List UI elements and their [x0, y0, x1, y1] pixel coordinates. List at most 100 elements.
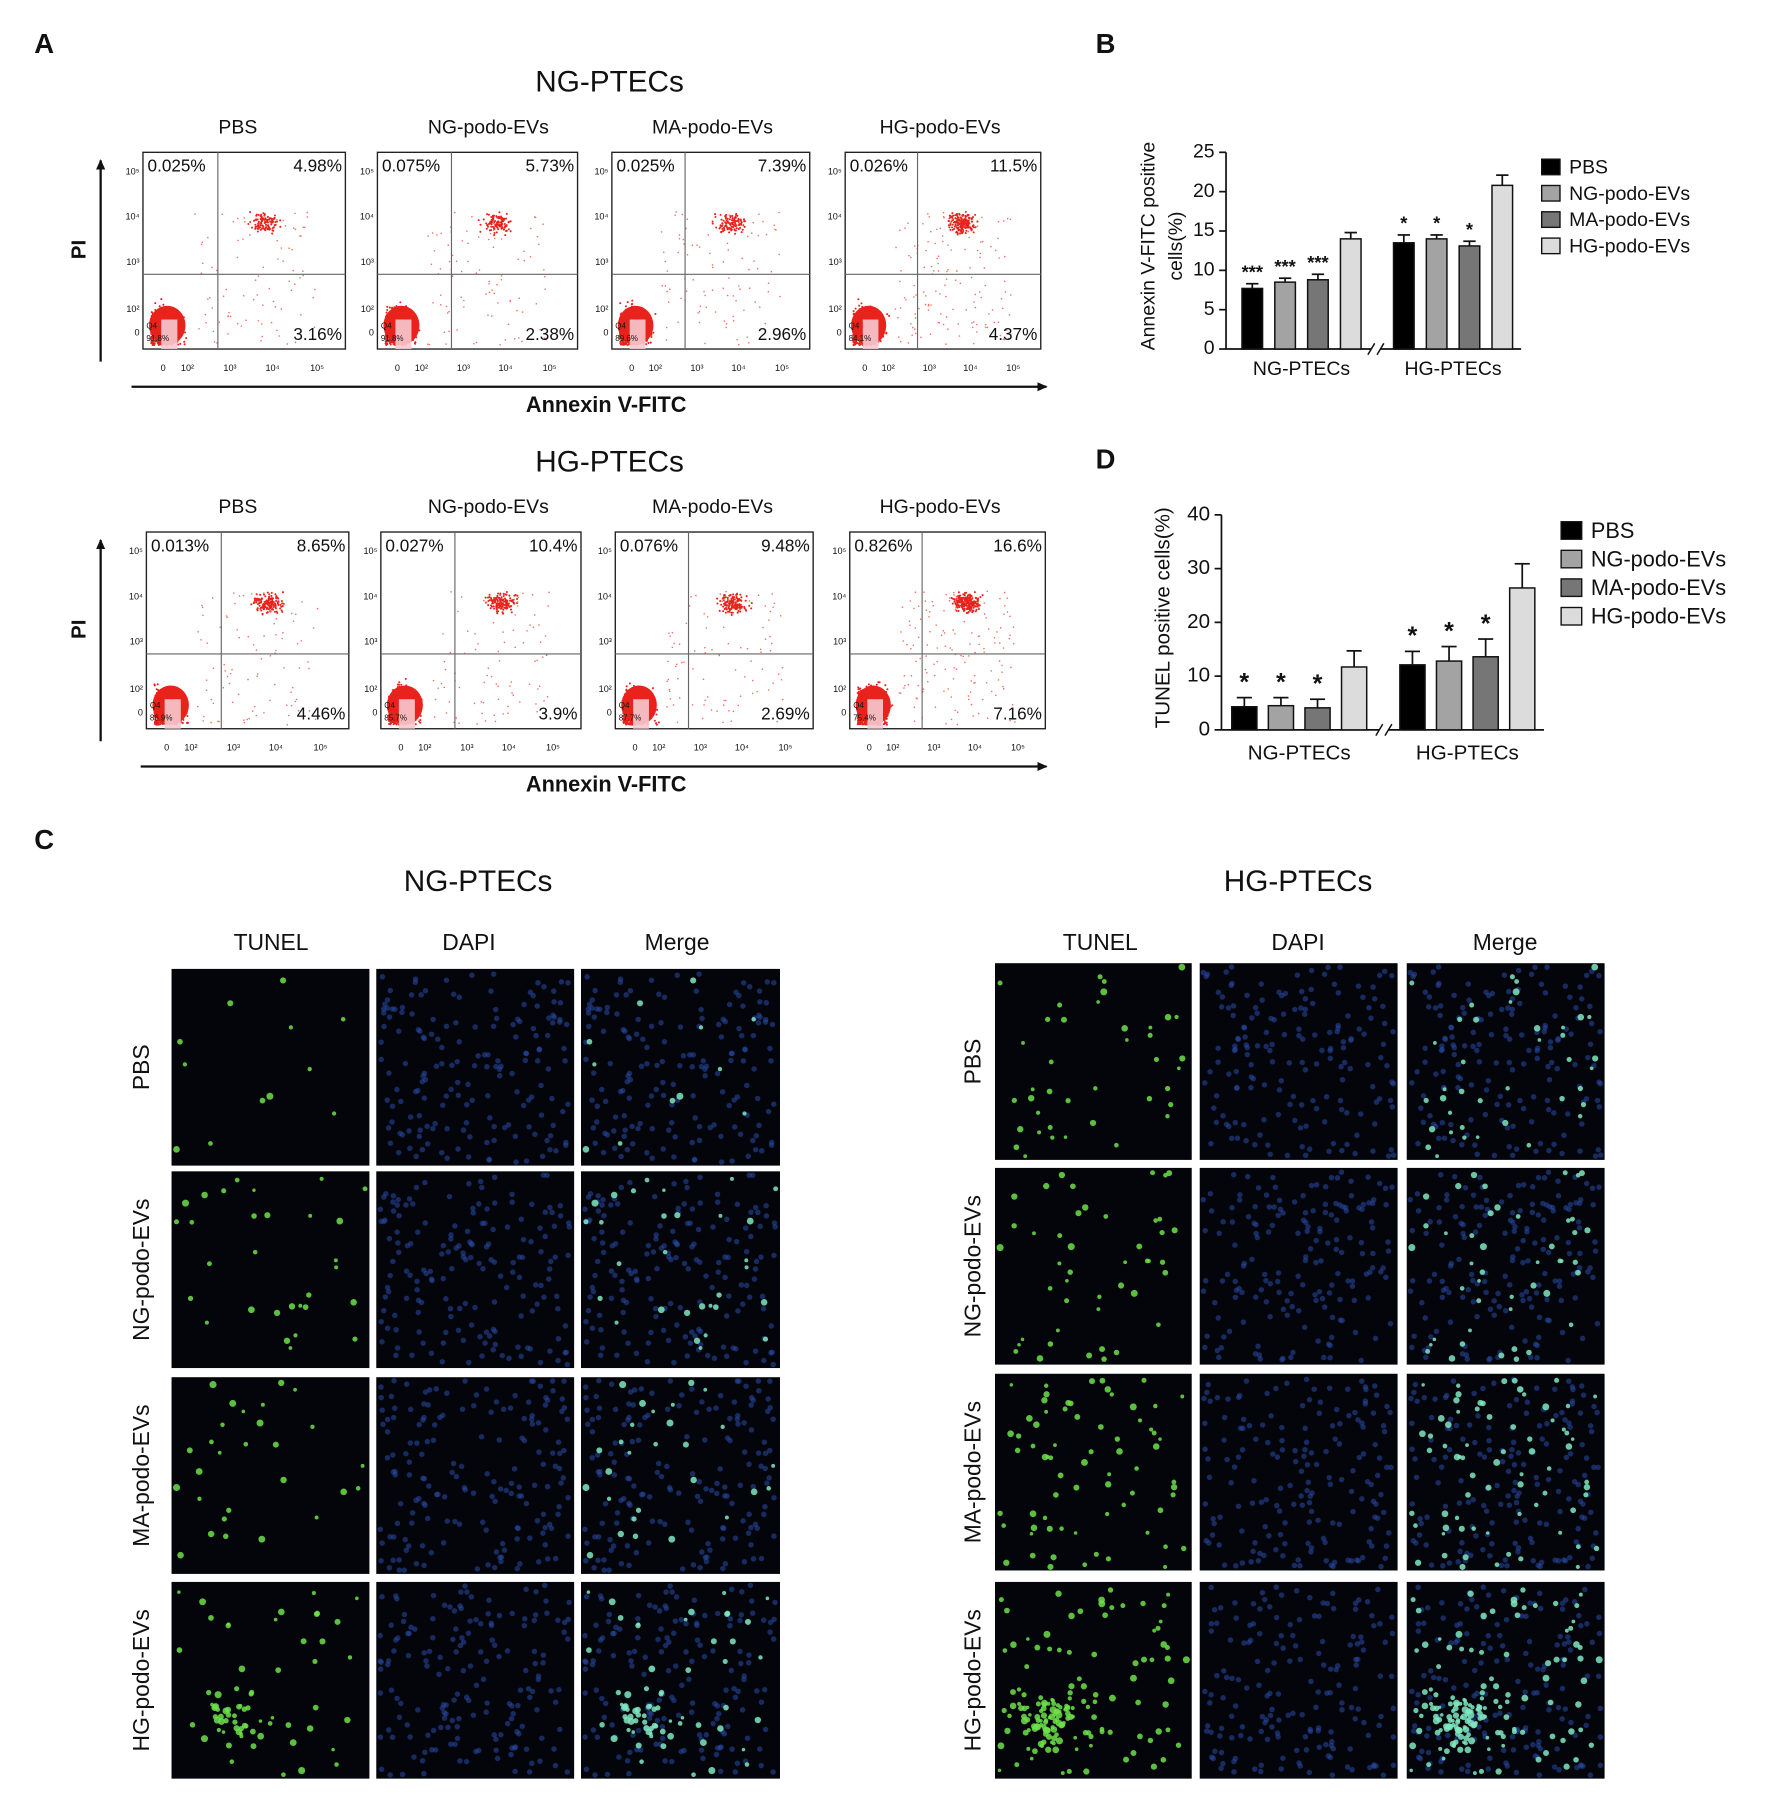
x-tick-label: 10³ [923, 363, 936, 373]
event-dot [477, 642, 479, 645]
y-tick-label: 10⁵ [363, 546, 377, 556]
x-tick-label: HG-PTECs [1404, 358, 1501, 380]
quadrant-value: 91.8% [381, 334, 404, 343]
event-dot [732, 320, 735, 322]
y-tick-label: 10² [829, 304, 842, 314]
event-dot [885, 690, 888, 693]
event-dot [513, 594, 516, 597]
event-dot [942, 215, 945, 218]
event-dot [725, 604, 728, 607]
event-dot [154, 322, 157, 325]
event-dot [490, 229, 493, 232]
event-dot [954, 608, 957, 611]
event-dot [971, 609, 974, 612]
event-dot [157, 325, 160, 328]
event-dot [273, 622, 276, 625]
event-dot [517, 596, 520, 599]
event-dot [264, 595, 267, 598]
event-dot [678, 697, 681, 699]
event-dot [947, 268, 949, 271]
event-dot [976, 602, 979, 605]
event-dot [302, 274, 304, 277]
event-dot [394, 317, 397, 320]
event-dot [681, 661, 683, 664]
event-dot [971, 632, 973, 634]
event-dot [164, 312, 167, 315]
bar [1340, 666, 1368, 731]
event-dot [485, 293, 487, 295]
event-dot [491, 225, 494, 228]
event-dot [966, 602, 969, 605]
y-tick-label: 40 [1187, 502, 1210, 525]
event-dot [307, 661, 309, 663]
event-dot [727, 603, 730, 606]
event-dot [974, 306, 977, 309]
event-dot [680, 297, 682, 300]
event-dot [499, 594, 501, 597]
nucleus [485, 1093, 491, 1099]
event-dot [646, 332, 649, 335]
event-dot [260, 339, 262, 342]
event-dot [637, 315, 640, 318]
event-dot [400, 310, 403, 313]
event-dot [288, 247, 290, 250]
event-dot [261, 224, 264, 227]
nucleus [417, 1127, 423, 1133]
event-dot [238, 595, 241, 597]
quadrant-value: 87.7% [619, 714, 642, 723]
event-dot [913, 284, 916, 287]
event-dot [974, 605, 977, 608]
event-dot [908, 620, 911, 623]
quadrant-value: 7.39% [758, 156, 807, 176]
event-dot [736, 603, 739, 606]
event-dot [913, 607, 915, 610]
event-dot [256, 675, 258, 677]
event-dot [852, 312, 855, 315]
event-dot [544, 635, 547, 637]
event-dot [968, 217, 971, 220]
event-dot [157, 342, 160, 345]
quadrant-value: 4.98% [293, 156, 342, 176]
event-dot [442, 633, 444, 635]
event-dot [484, 720, 487, 722]
event-dot [977, 597, 980, 600]
event-dot [159, 693, 162, 696]
event-dot [211, 266, 213, 269]
event-dot [218, 321, 221, 323]
nucleus [550, 1020, 556, 1026]
y-tick-label: 10² [833, 684, 846, 694]
apoptotic-cell [288, 1025, 294, 1030]
significance: * [1444, 617, 1454, 645]
event-dot [910, 674, 913, 677]
event-dot [388, 306, 391, 309]
event-dot [751, 679, 754, 682]
event-dot [292, 227, 295, 230]
event-dot [158, 312, 161, 315]
event-dot [419, 714, 422, 717]
nucleus [439, 1060, 445, 1067]
event-dot [509, 608, 512, 611]
event-dot [228, 682, 231, 685]
event-dot [948, 597, 951, 599]
event-dot [660, 231, 663, 233]
gate-label: Q4 [849, 321, 860, 330]
event-dot [1003, 613, 1005, 615]
event-dot [958, 221, 961, 223]
event-dot [529, 255, 532, 258]
event-dot [876, 311, 880, 314]
y-tick-label: 10³ [130, 637, 143, 647]
apoptotic-cell [307, 1066, 312, 1072]
event-dot [927, 680, 929, 683]
y-tick-label: 10² [364, 684, 377, 694]
event-dot [488, 593, 491, 596]
event-dot [878, 322, 881, 325]
nucleus [402, 1060, 409, 1067]
event-dot [263, 605, 266, 609]
event-dot [728, 214, 731, 216]
event-dot [974, 213, 977, 216]
event-dot [977, 608, 980, 611]
event-dot [236, 256, 239, 259]
event-dot [969, 595, 972, 598]
event-dot [503, 597, 506, 600]
event-dot [185, 722, 189, 725]
